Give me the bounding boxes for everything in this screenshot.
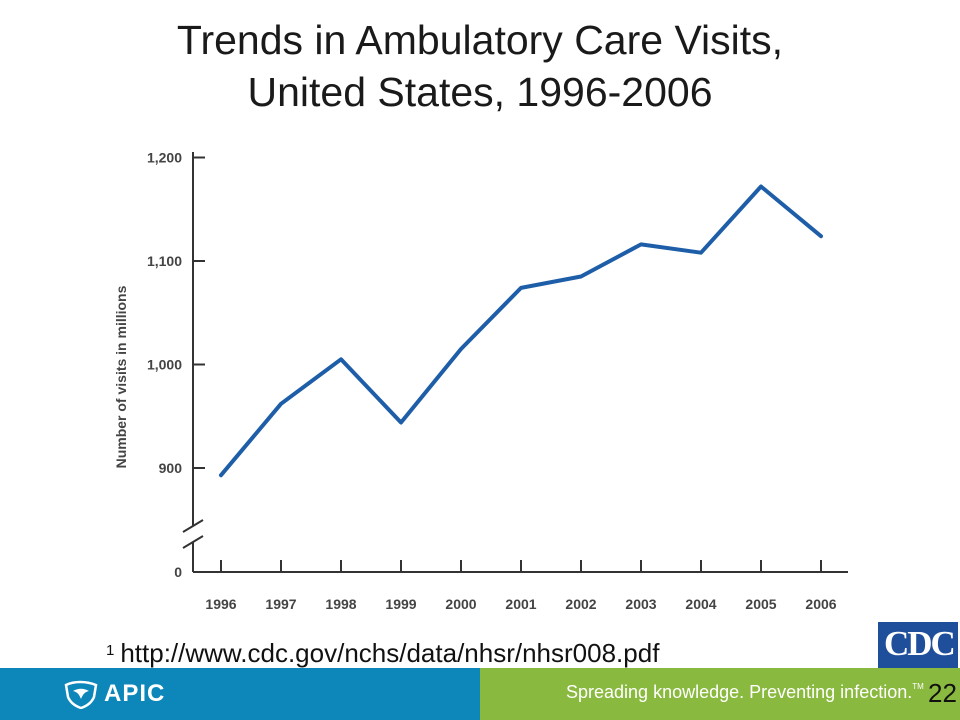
apic-logo: APIC [64,678,165,710]
footnote-marker: 1 [106,642,115,659]
footnote-url[interactable]: http://www.cdc.gov/nchs/data/nhsr/nhsr00… [120,638,660,668]
footnote: 1 http://www.cdc.gov/nchs/data/nhsr/nhsr0… [106,638,659,669]
x-tick-label: 2002 [565,596,596,612]
axis-break-mark [182,535,204,549]
series-line [219,184,823,478]
line-chart: Number of visits in millions 0 900 1,000 1,… [113,150,848,612]
axis-break-mark [182,519,204,533]
y-tick-label: 900 [159,460,183,476]
x-tick-label: 2005 [745,596,776,612]
apic-bird-shield-icon [64,680,98,709]
title-line-2: United States, 1996-2006 [247,69,713,115]
y-tick-label: 1,000 [147,357,182,373]
tagline-trademark: TM [912,682,924,691]
x-tick-label: 2003 [625,596,656,612]
footer-right-panel: Spreading knowledge. Preventing infectio… [480,668,960,720]
x-tick-label: 2000 [445,596,476,612]
apic-wordmark: APIC [104,680,166,707]
x-tick-label: 1999 [385,596,416,612]
y-tick-label: 1,100 [147,253,182,269]
footer-bar: APIC Spreading knowledge. Preventing inf… [0,668,960,720]
page-number: 22 [928,678,957,708]
y-axis-label: Number of visits in millions [113,285,129,468]
x-tick-label: 2004 [685,596,716,612]
tagline-text: Spreading knowledge. Preventing infectio… [566,682,913,702]
footer-left-panel: APIC [0,668,480,720]
x-tick-label: 2006 [805,596,836,612]
slide-title: Trends in Ambulatory Care Visits, United… [0,14,960,118]
y-tick-label: 1,200 [147,150,182,166]
x-tick-label: 1998 [325,596,356,612]
y-tick-label: 0 [174,564,182,580]
tagline: Spreading knowledge. Preventing infectio… [566,682,924,703]
cdc-logo: CDC [878,622,958,672]
x-tick-label: 2001 [505,596,536,612]
x-tick-label: 1997 [265,596,296,612]
x-tick-label: 1996 [205,596,236,612]
title-line-1: Trends in Ambulatory Care Visits, [176,17,784,63]
cdc-logo-text: CDC [884,624,956,663]
